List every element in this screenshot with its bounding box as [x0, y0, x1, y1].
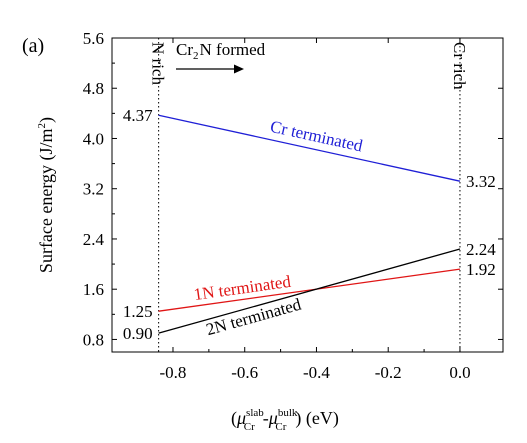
annotation-rest: N formed: [200, 40, 266, 59]
series-line-cr-terminated: [158, 114, 461, 182]
x-label-sup1: slab: [246, 407, 264, 419]
y-tick-label: 4.8: [83, 79, 104, 98]
end-value-label-2n-terminated: 2.24: [466, 240, 496, 259]
x-label-mu2: μ: [268, 408, 278, 428]
y-axis-ticks: 0.8 1.6 2.4 3.2 4.0 4.8 5.6: [83, 29, 503, 349]
vertical-reference-lines: N rich Cr rich: [149, 38, 469, 352]
x-label-close: ) (eV): [295, 408, 338, 429]
vline-label-n-rich: N rich: [149, 42, 168, 85]
series-name-label-2n-terminated: 2N terminated: [204, 295, 304, 340]
annotation-subscript: 2: [193, 50, 199, 62]
annotation-cr2n-formed: Cr2N formed: [176, 40, 266, 62]
y-tick-label: 3.2: [83, 180, 104, 199]
x-label-minus: -: [263, 408, 269, 428]
annotation-arrowhead: [234, 64, 244, 74]
end-value-label-cr-terminated: 3.32: [466, 172, 496, 191]
y-tick-label: 5.6: [83, 29, 104, 48]
x-tick-label: -0.6: [231, 363, 258, 382]
y-axis-label-text: Surface energy (J/m: [36, 128, 57, 273]
series-line-1n-terminated: [158, 268, 461, 312]
y-tick-label: 2.4: [83, 230, 105, 249]
start-value-label-1n-terminated: 1.25: [123, 302, 153, 321]
start-value-label-2n-terminated: 0.90: [123, 324, 153, 343]
x-label-sub2: Cr: [275, 421, 286, 433]
y-axis-label-close: ): [36, 117, 57, 123]
data-series: [158, 114, 461, 334]
y-tick-label: 0.8: [83, 330, 104, 349]
x-tick-label: -0.8: [160, 363, 187, 382]
start-value-label-cr-terminated: 4.37: [123, 106, 153, 125]
x-tick-label: -0.2: [375, 363, 402, 382]
x-label-mu1: μ: [236, 408, 246, 428]
x-tick-label: -0.4: [303, 363, 330, 382]
x-tick-label: 0.0: [449, 363, 470, 382]
y-axis-label: Surface energy (J/m2): [36, 117, 57, 273]
y-axis-label-sup: 2: [36, 123, 48, 129]
end-value-label-1n-terminated: 1.92: [466, 260, 496, 279]
x-label-open: (: [231, 408, 237, 429]
series-line-2n-terminated: [158, 248, 461, 334]
x-axis-ticks: -0.8 -0.6 -0.4 -0.2 0.0: [160, 38, 471, 382]
y-tick-label: 4.0: [83, 129, 104, 148]
plot-frame: [111, 37, 504, 353]
vline-label-cr-rich: Cr rich: [450, 42, 469, 90]
panel-label: (a): [22, 35, 44, 57]
y-tick-label: 1.6: [83, 280, 104, 299]
x-label-sup2: bulk: [278, 407, 298, 419]
x-label-sub1: Cr: [244, 421, 255, 433]
x-axis-label: (μslab Cr -μbulk Cr) (eV): [231, 407, 339, 433]
annotation-cr: Cr: [176, 40, 193, 59]
